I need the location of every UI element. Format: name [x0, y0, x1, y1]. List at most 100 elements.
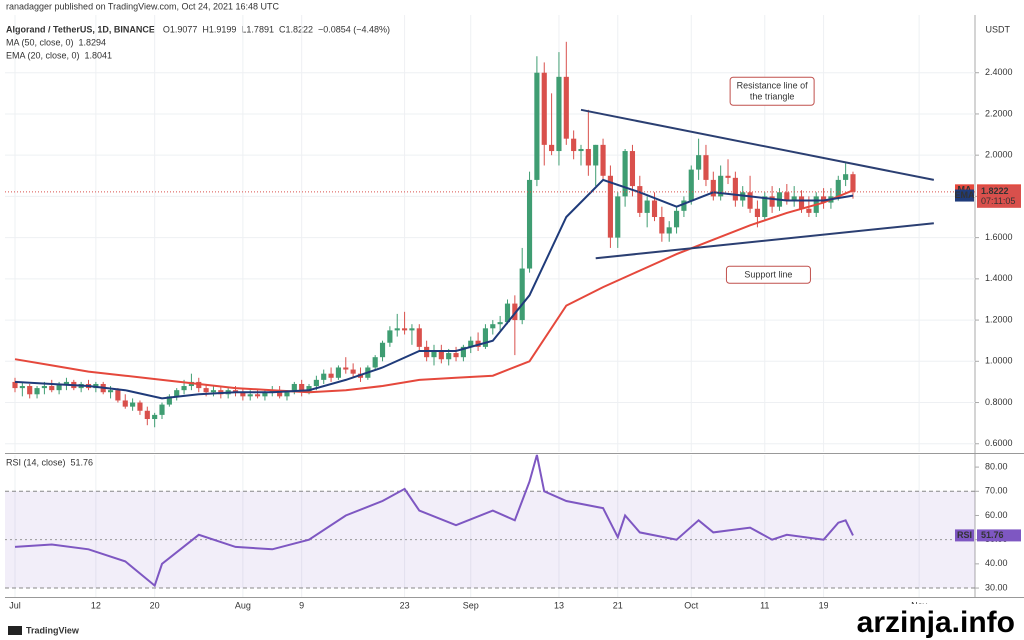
- candle-body: [806, 208, 812, 213]
- y-tick-label: 2.0000: [985, 150, 1013, 160]
- candle-body: [762, 196, 768, 218]
- y-tick-label: 0.6000: [985, 438, 1013, 448]
- x-tick-label: 20: [150, 600, 160, 610]
- candle-body: [622, 151, 628, 197]
- candle-body: [254, 394, 261, 397]
- candle-body: [284, 392, 290, 397]
- annotation-box: [729, 76, 815, 106]
- candle-body: [387, 330, 393, 343]
- legend-value: 1.8041: [85, 50, 113, 60]
- x-tick-label: 13: [554, 600, 564, 610]
- x-tick-label: 12: [91, 600, 101, 610]
- candle-body: [629, 151, 636, 187]
- candle-body: [791, 196, 797, 201]
- y-tick-label: 30.00: [985, 582, 1008, 592]
- x-tick-label: Aug: [235, 600, 251, 610]
- symbol: Algorand / TetherUS, 1D, BINANCE: [6, 24, 155, 34]
- indicator-line: [14, 189, 854, 394]
- candle-body: [468, 340, 474, 347]
- candle-body: [41, 386, 47, 389]
- candle-body: [718, 175, 724, 197]
- candle-body: [372, 357, 378, 368]
- candle-body: [247, 394, 253, 397]
- x-tick-label: 21: [613, 600, 623, 610]
- y-tick-label: 40.00: [985, 558, 1008, 568]
- candle-body: [688, 169, 694, 201]
- countdown: 07:11:05: [981, 196, 1015, 206]
- tag-name: EMA: [955, 190, 976, 200]
- candle-body: [446, 353, 452, 360]
- candle-body: [152, 414, 158, 420]
- candle-body: [732, 177, 738, 201]
- candle-body: [12, 381, 18, 389]
- candle-body: [651, 200, 658, 218]
- candle-body: [137, 402, 143, 411]
- candle-body: [644, 200, 650, 213]
- y-tick-label: 1.6000: [985, 232, 1013, 242]
- candle-body: [585, 148, 591, 166]
- candle-body: [563, 76, 569, 139]
- candle-body: [673, 210, 680, 228]
- candle-body: [210, 390, 217, 393]
- candle-body: [277, 390, 283, 397]
- candle-body: [850, 174, 856, 192]
- candle-body: [460, 346, 466, 358]
- candle-body: [328, 373, 334, 378]
- change-label: −0.0854 (−4.48%): [318, 24, 390, 34]
- y-tick-label: 80.00: [985, 461, 1008, 471]
- candle-body: [350, 369, 356, 374]
- candle-body: [490, 324, 496, 329]
- candle-body: [615, 196, 621, 238]
- y-tick-label: 70.00: [985, 486, 1008, 496]
- candle-body: [122, 400, 128, 407]
- annotation-box: [725, 265, 811, 284]
- tag-name-box: [955, 529, 974, 542]
- pane-title: RSI (14, close): [6, 457, 66, 467]
- candle-body: [784, 192, 790, 201]
- candle-body: [431, 350, 437, 358]
- legend-name: EMA (20, close, 0): [6, 50, 80, 60]
- candle-body: [519, 268, 525, 321]
- candle-body: [659, 217, 665, 234]
- trendline: [595, 222, 934, 260]
- candle-body: [578, 148, 584, 152]
- candle-body: [504, 303, 511, 323]
- candle-body: [541, 72, 547, 145]
- candle-body: [144, 410, 150, 420]
- candle-body: [379, 342, 386, 358]
- x-tick-label: Oct: [684, 600, 699, 610]
- candle-body: [526, 179, 533, 269]
- candle-body: [181, 386, 187, 391]
- last-price-box: [977, 185, 1021, 208]
- legend-value: 51.76: [71, 457, 94, 467]
- candle-body: [497, 322, 503, 325]
- annotation-text: the triangle: [750, 92, 795, 102]
- ohlc-label: L1.7891: [241, 24, 274, 34]
- candle-body: [196, 381, 202, 389]
- trendline: [580, 108, 935, 181]
- candle-body: [203, 388, 209, 393]
- x-tick-label: 23: [400, 600, 410, 610]
- candle-body: [262, 392, 268, 397]
- y-tick-label: 1.0000: [985, 356, 1013, 366]
- candle-body: [394, 328, 400, 331]
- candle-body: [549, 144, 555, 152]
- candle-body: [696, 155, 702, 170]
- candle-body: [409, 328, 415, 331]
- tag-name-box: [955, 189, 974, 202]
- ohlc-label: H1.9199: [202, 24, 236, 34]
- candle-body: [769, 196, 775, 207]
- unit: USDT: [986, 24, 1011, 34]
- ohlc-label: C1.8222: [279, 24, 313, 34]
- tag-value-box: [977, 529, 1021, 542]
- annotation-text: Resistance line of: [737, 81, 809, 91]
- legend-value: 1.8294: [79, 37, 107, 47]
- candle-body: [747, 192, 753, 209]
- indicator-line: [14, 454, 854, 588]
- candle-body: [335, 367, 342, 378]
- candle-body: [754, 208, 760, 218]
- candle-body: [174, 390, 180, 397]
- x-tick-label: 19: [819, 600, 829, 610]
- candle-body: [27, 386, 33, 395]
- candle-body: [115, 390, 121, 401]
